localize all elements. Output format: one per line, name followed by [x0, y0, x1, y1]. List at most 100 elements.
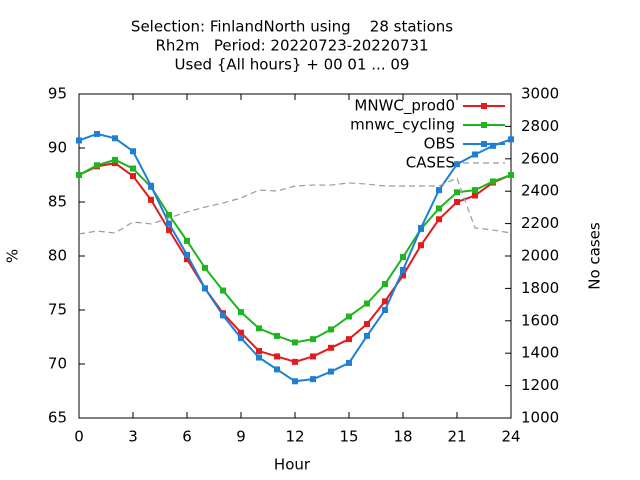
y-tick-label: 85: [48, 193, 67, 211]
y-axis-label: %: [4, 249, 22, 263]
point: [184, 251, 190, 258]
y2-tick-label: 3000: [521, 85, 559, 103]
point: [148, 182, 154, 189]
point: [346, 313, 352, 320]
point: [310, 336, 316, 343]
point: [130, 148, 136, 155]
legend-label: MNWC_prod0: [354, 97, 455, 116]
point: [346, 336, 352, 343]
legend-label: mnwc_cycling: [350, 116, 455, 135]
point: [274, 332, 280, 339]
point: [94, 130, 100, 137]
x-tick-label: 3: [128, 428, 138, 446]
point: [490, 178, 496, 185]
point: [364, 321, 370, 328]
point: [436, 205, 442, 212]
point: [112, 160, 118, 167]
y2-tick-label: 2000: [521, 247, 559, 265]
point: [130, 165, 136, 172]
point: [364, 300, 370, 307]
point: [238, 329, 244, 336]
point: [202, 264, 208, 271]
point: [472, 151, 478, 158]
x-tick-label: 6: [182, 428, 192, 446]
y2-tick-label: 2600: [521, 149, 559, 167]
point: [166, 211, 172, 218]
x-tick-label: 24: [501, 428, 520, 446]
chart-title: Selection: FinlandNorth using 28 station…: [131, 18, 453, 36]
y2-tick-label: 1000: [521, 409, 559, 427]
legend-label: OBS: [424, 135, 455, 153]
point: [310, 353, 316, 360]
point: [76, 137, 82, 144]
point: [112, 156, 118, 163]
x-axis-label: Hour: [274, 456, 311, 474]
point: [166, 227, 172, 234]
series-line: [78, 162, 512, 363]
point: [454, 189, 460, 196]
point: [292, 339, 298, 346]
point: [256, 354, 262, 361]
point: [400, 272, 406, 279]
point: [292, 358, 298, 365]
y-tick-label: 90: [48, 139, 67, 157]
point: [382, 298, 388, 305]
point: [346, 359, 352, 366]
y2-tick-label: 1800: [521, 279, 559, 297]
point: [94, 162, 100, 169]
point: [418, 224, 424, 231]
chart-title: Used {All hours} + 00 01 ... 09: [175, 56, 410, 74]
point: [508, 172, 514, 178]
point: [220, 312, 226, 319]
point: [436, 187, 442, 194]
point: [454, 199, 460, 205]
point: [256, 325, 262, 332]
point: [166, 220, 172, 227]
point: [418, 242, 424, 249]
series-line: [78, 177, 512, 235]
y-tick-label: 75: [48, 301, 67, 319]
point: [454, 161, 460, 168]
x-tick-label: 12: [285, 428, 304, 446]
y2-axis-label: No cases: [586, 222, 604, 290]
y2-tick-label: 2800: [521, 117, 559, 135]
chart-title: Rh2m Period: 20220723-20220731: [155, 37, 428, 55]
point: [238, 335, 244, 342]
y2-tick-label: 1600: [521, 311, 559, 329]
point: [328, 326, 334, 333]
x-tick-label: 15: [339, 428, 358, 446]
y2-tick-label: 1400: [521, 344, 559, 362]
point: [472, 192, 478, 199]
x-tick-label: 21: [447, 428, 466, 446]
y-tick-label: 80: [48, 247, 67, 265]
y2-tick-label: 2400: [521, 182, 559, 200]
x-tick-label: 18: [393, 428, 412, 446]
legend-marker: [481, 141, 487, 147]
point: [274, 366, 280, 373]
point: [76, 172, 82, 178]
point: [508, 136, 514, 143]
point: [220, 287, 226, 294]
legend-marker: [481, 103, 487, 109]
point: [112, 135, 118, 142]
legend-label: CASES: [406, 154, 455, 172]
point: [382, 281, 388, 288]
x-tick-label: 0: [74, 428, 84, 446]
point: [256, 348, 262, 355]
y-tick-label: 95: [48, 85, 67, 103]
y-tick-label: 65: [48, 409, 67, 427]
point: [184, 237, 190, 244]
point: [310, 376, 316, 383]
point: [184, 256, 190, 263]
point: [382, 307, 388, 313]
point: [238, 309, 244, 316]
x-tick-label: 9: [236, 428, 246, 446]
series-line: [78, 158, 512, 344]
y-tick-label: 70: [48, 355, 67, 373]
point: [328, 344, 334, 351]
point: [328, 368, 334, 375]
point: [400, 267, 406, 274]
point: [292, 378, 298, 385]
point: [130, 173, 136, 180]
